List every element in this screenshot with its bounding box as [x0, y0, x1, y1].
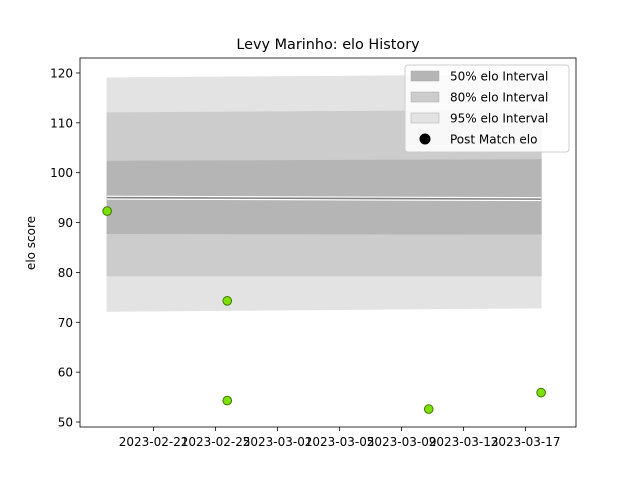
legend-box	[404, 64, 570, 153]
chart-title: Levy Marinho: elo History	[236, 37, 420, 53]
legend-swatch-0	[410, 70, 440, 82]
x-tick-label-0: 2023-02-21	[119, 435, 189, 449]
y-tick-label-4: 90	[58, 216, 73, 230]
x-tick-label-3: 2023-03-05	[305, 435, 375, 449]
y-tick-label-7: 120	[50, 66, 73, 80]
y-tick-label-5: 100	[50, 166, 73, 180]
legend-label-1: 80% elo Interval	[450, 91, 548, 105]
post-match-point-1	[222, 296, 233, 306]
y-tick-label-6: 110	[50, 116, 73, 130]
post-match-points	[102, 206, 546, 414]
legend-marker-3	[419, 133, 431, 145]
y-tick-label-1: 60	[58, 366, 73, 380]
legend: 50% elo Interval 80% elo Interval 95% elo …	[404, 64, 570, 153]
y-axis-ticks: 50 60 70 80 90 100 110 120	[50, 66, 80, 430]
legend-swatch-2	[410, 112, 440, 124]
y-axis-label: elo score	[24, 216, 38, 270]
x-tick-label-4: 2023-03-09	[367, 435, 437, 449]
x-tick-label-1: 2023-02-25	[181, 435, 251, 449]
post-match-point-0	[102, 206, 112, 216]
y-tick-label-0: 50	[58, 416, 73, 430]
x-axis-ticks: 2023-02-212023-02-252023-03-012023-03-05…	[119, 427, 561, 449]
legend-label-0: 50% elo Interval	[450, 70, 548, 84]
legend-label-3: Post Match elo	[450, 133, 537, 147]
post-match-point-4	[536, 387, 546, 398]
x-tick-label-2: 2023-03-01	[243, 435, 313, 449]
plot-frame	[79, 57, 577, 428]
x-tick-label-5: 2023-03-13	[429, 435, 499, 449]
post-match-point-2	[222, 395, 233, 406]
y-tick-label-3: 80	[58, 266, 73, 280]
legend-swatch-1	[410, 91, 440, 103]
mean-elo-line	[107, 195, 542, 202]
mean-line	[107, 196, 542, 200]
y-tick-label-2: 70	[58, 316, 73, 330]
x-tick-label-6: 2023-03-17	[491, 435, 561, 449]
legend-label-2: 95% elo Interval	[450, 112, 548, 126]
post-match-point-3	[423, 404, 434, 414]
